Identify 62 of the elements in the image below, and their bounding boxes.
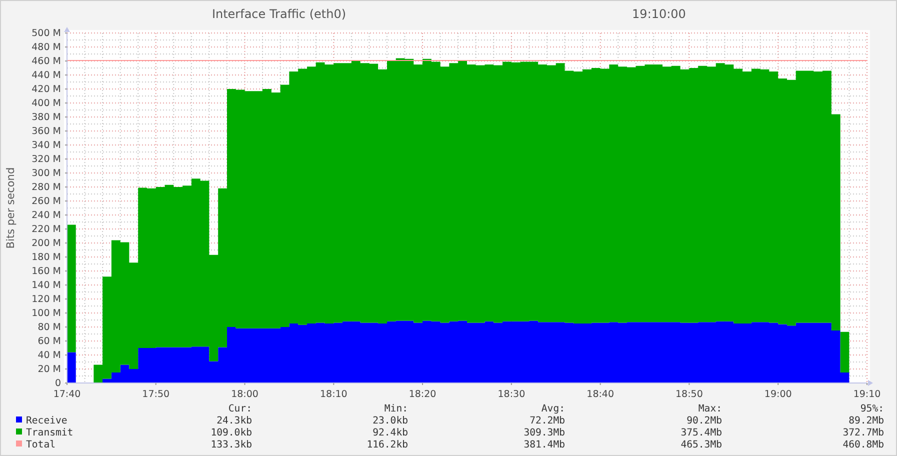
y-tick-label: 220 M (32, 224, 61, 236)
text: 23.0kb (372, 416, 408, 426)
y-tick-label: 380 M (32, 112, 61, 124)
x-tick-label: 18:50 (675, 389, 703, 400)
chart-title: Interface Traffic (eth0) (212, 7, 346, 21)
text: 95%: (860, 404, 884, 414)
y-tick-label: 240 M (32, 210, 61, 222)
x-tick-label: 19:00 (764, 389, 792, 400)
text: 109.0kb (210, 428, 252, 438)
y-tick-label: 200 M (32, 238, 61, 250)
legend-label: Transmit (26, 428, 74, 438)
legend-label: Receive (26, 416, 68, 426)
y-tick-label: 320 M (32, 154, 61, 166)
text: 24.3kb (216, 416, 252, 426)
y-tick-label: 480 M (32, 42, 61, 54)
text: 381.4Mb (524, 440, 566, 450)
text: 72.2Mb (530, 416, 566, 426)
text: 90.2Mb (686, 416, 722, 426)
y-tick-label: 300 M (32, 168, 61, 180)
y-tick-label: 400 M (32, 98, 61, 110)
text: 309.3Mb (524, 428, 566, 438)
x-tick-label: 17:40 (53, 389, 81, 400)
y-tick-label: 340 M (32, 140, 61, 152)
text: Avg: (541, 404, 565, 414)
text: Min: (384, 404, 408, 414)
text: 116.2kb (366, 440, 408, 450)
y-tick-label: 60 M (38, 336, 61, 348)
legend-label: Total (26, 440, 56, 450)
y-tick-label: 120 M (32, 294, 61, 306)
text: 372.7Mb (842, 428, 884, 438)
y-tick-label: 100 M (32, 308, 61, 320)
y-tick-label: 360 M (32, 126, 61, 138)
y-tick-label: 80 M (38, 322, 61, 334)
y-tick-label: 0 (54, 378, 61, 390)
text: 460.8Mb (842, 440, 884, 450)
text: Max: (698, 404, 722, 414)
text: 375.4Mb (680, 428, 722, 438)
y-tick-label: 160 M (32, 266, 61, 278)
y-tick-label: 180 M (32, 252, 61, 264)
text: 133.3kb (210, 440, 252, 450)
y-tick-label: 140 M (32, 280, 61, 292)
x-tick-label: 19:10 (853, 389, 881, 400)
text: 465.3Mb (680, 440, 722, 450)
x-tick-label: 18:10 (320, 389, 348, 400)
y-axis-title: Bits per second (5, 167, 17, 249)
y-tick-label: 440 M (32, 70, 61, 82)
y-tick-label: 460 M (32, 56, 61, 68)
text: 92.4kb (372, 428, 408, 438)
y-tick-label: 500 M (32, 28, 61, 40)
y-tick-label: 20 M (38, 364, 61, 376)
x-tick-label: 18:30 (498, 389, 526, 400)
y-tick-label: 280 M (32, 182, 61, 194)
text: 89.2Mb (848, 416, 884, 426)
x-tick-label: 18:20 (408, 389, 436, 400)
text: Cur: (228, 404, 252, 414)
x-tick-label: 18:40 (586, 389, 614, 400)
x-tick-label: 18:00 (231, 389, 258, 400)
y-tick-label: 420 M (32, 84, 61, 96)
y-tick-label: 40 M (38, 350, 61, 362)
y-tick-label: 260 M (32, 196, 61, 208)
x-tick-label: 17:50 (142, 389, 170, 400)
chart-subtitle: 19:10:00 (632, 7, 686, 21)
